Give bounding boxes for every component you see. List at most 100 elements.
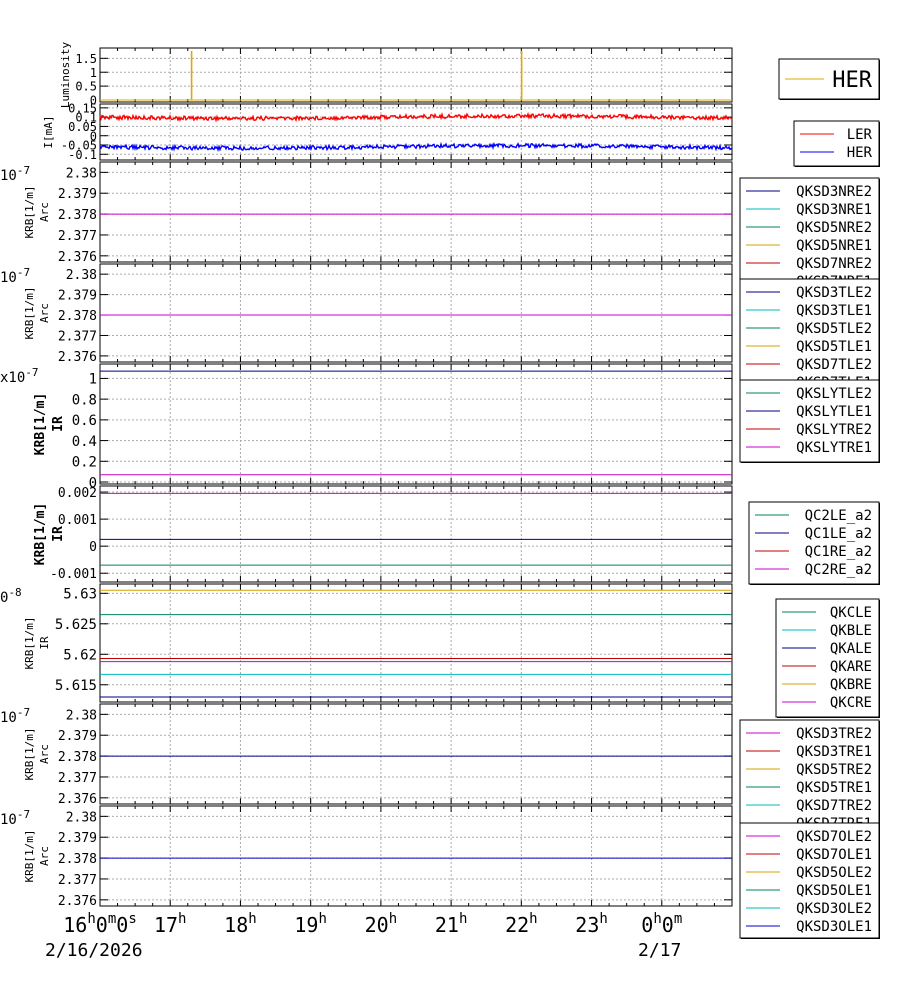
y-tick-label: 2.379 — [58, 187, 97, 202]
legend-box — [739, 822, 880, 939]
legend: HER — [778, 58, 880, 100]
legend: QKSD7OLE2 QKSD7OLE1 QKSD5OLE2 QKSD5OLE1 QKSD… — [739, 822, 880, 939]
plot-frame — [99, 103, 733, 161]
y-tick-label: 0.05 — [68, 120, 97, 134]
legend-box — [739, 278, 880, 398]
y-tick-label: 0.001 — [58, 513, 97, 528]
legend-box — [739, 177, 880, 293]
legend: LER HER — [793, 120, 880, 167]
legend-label: QKSD7TRE2 — [796, 798, 872, 814]
y-axis-label-2: IR — [38, 636, 51, 650]
series-line-ler — [99, 111, 733, 123]
y-tick-label: 0 — [90, 129, 97, 143]
legend-label: QKSLYTLE2 — [796, 386, 872, 402]
y-tick-label: 0.8 — [72, 392, 97, 408]
legend-label: QKSD3NRE2 — [796, 184, 872, 200]
legend-label: QKARE — [830, 659, 872, 675]
time-tick-label: 17h — [154, 911, 187, 937]
y-tick-label: 2.38 — [66, 268, 97, 283]
series-line-her — [99, 141, 733, 152]
legend-label: QKSD7OLE1 — [796, 847, 872, 863]
legend-label: HER — [832, 68, 872, 93]
legend-label: QKSD3TLE1 — [796, 303, 872, 319]
legend-label: QKSD5NRE1 — [796, 238, 872, 254]
legend-label: HER — [847, 145, 873, 161]
y-tick-label: 0.1 — [75, 111, 97, 125]
legend-label: QKSLYTLE1 — [796, 404, 872, 420]
legend-label: QC1LE_a2 — [805, 526, 872, 542]
time-tick-label: 16h0m0s — [63, 911, 137, 937]
legend-label: QKSD7TLE2 — [796, 357, 872, 373]
y-tick-label: 2.377 — [58, 329, 97, 344]
axis-exponent: x10-7 — [0, 366, 39, 386]
y-axis-label-2: Arc — [38, 202, 51, 222]
y-tick-label: 0.15 — [68, 101, 97, 115]
axis-exponent: 10-7 — [0, 808, 30, 828]
y-tick-label: 0.5 — [75, 80, 97, 94]
legend-box — [739, 379, 880, 463]
legend-label: QKSD5TRE2 — [796, 762, 872, 778]
legend-label: QKCLE — [830, 605, 872, 621]
legend-label: QKSD3OLE1 — [796, 919, 872, 935]
y-tick-label: 0.2 — [72, 455, 97, 471]
y-tick-label: 0.4 — [72, 434, 97, 450]
time-tick-label: 21h — [435, 911, 468, 937]
legend-label: QKSLYTRE1 — [796, 440, 872, 456]
legend-label: QKBRE — [830, 677, 872, 693]
y-tick-label: 0 — [89, 475, 97, 491]
legend-label: QKBLE — [830, 623, 872, 639]
y-axis-label-2: IR — [51, 526, 66, 542]
y-tick-label: 2.379 — [58, 729, 97, 744]
legend-label: QC1RE_a2 — [805, 544, 872, 560]
y-tick-label: 2.38 — [66, 708, 97, 723]
time-tick-label: 23h — [575, 911, 608, 937]
y-tick-label: 2.377 — [58, 229, 97, 244]
y-tick-label: 2.376 — [58, 250, 97, 265]
y-tick-label: 2.376 — [58, 792, 97, 807]
y-tick-label: -0.001 — [50, 567, 97, 582]
legend-label: QKSD7OLE2 — [796, 829, 872, 845]
y-axis-label: KRB[1/m] — [23, 186, 36, 239]
time-tick-label: 20h — [365, 911, 398, 937]
y-tick-label: 0 — [89, 540, 97, 555]
y-tick-label: 0.002 — [58, 486, 97, 501]
legend-label: QKSD3NRE1 — [796, 202, 872, 218]
legend-label: QKSD5TRE1 — [796, 780, 872, 796]
legend-box — [739, 719, 880, 838]
y-axis-label: KRB[1/m] — [33, 503, 48, 566]
legend: QKSLYTLE2 QKSLYTLE1 QKSLYTRE2 QKSLYTRE1 — [739, 379, 880, 463]
y-tick-label: 5.63 — [63, 587, 97, 603]
time-tick-label: 22h — [505, 911, 538, 937]
y-tick-label: 2.379 — [58, 289, 97, 304]
plot-frame — [99, 47, 733, 103]
y-tick-label: 5.62 — [63, 648, 97, 664]
y-axis-label: KRB[1/m] — [23, 830, 36, 883]
y-tick-label: 5.615 — [55, 678, 97, 694]
y-tick-label: 2.378 — [58, 309, 97, 324]
plot-frame — [99, 263, 733, 363]
legend-label: QKSLYTRE2 — [796, 422, 872, 438]
time-tick-label: 0h0m — [641, 911, 682, 937]
y-tick-label: 2.376 — [58, 894, 97, 909]
plot-frame — [99, 583, 733, 703]
legend-label: QKSD5TLE2 — [796, 321, 872, 337]
y-axis-label-2: Arc — [38, 303, 51, 323]
y-tick-label: 2.38 — [66, 810, 97, 825]
y-axis-label: Luminosity — [59, 42, 72, 109]
time-axis: 16h0m0s 17h 18h 19h 20h 21h 22h 23h 0h0m 2/16/202… — [45, 911, 682, 961]
y-tick-label: -0.05 — [61, 139, 97, 153]
series-line-her — [100, 50, 732, 101]
y-tick-label: 5.625 — [55, 617, 97, 633]
y-axis-label: KRB[1/m] — [23, 728, 36, 781]
date-label-start: 2/16/2026 — [45, 940, 143, 961]
panel-1: 1.510.50 Luminosity HER — [59, 42, 880, 109]
y-axis-label: I[mA] — [42, 115, 55, 148]
y-tick-label: 2.377 — [58, 771, 97, 786]
legend-label: QKALE — [830, 641, 872, 657]
axis-exponent: 10-7 — [0, 706, 30, 726]
panel-9: 2.38 2.379 2.378 2.377 2.376 10-7 KRB[1/m] Arc Q… — [0, 805, 880, 939]
plot-frame — [99, 805, 733, 907]
